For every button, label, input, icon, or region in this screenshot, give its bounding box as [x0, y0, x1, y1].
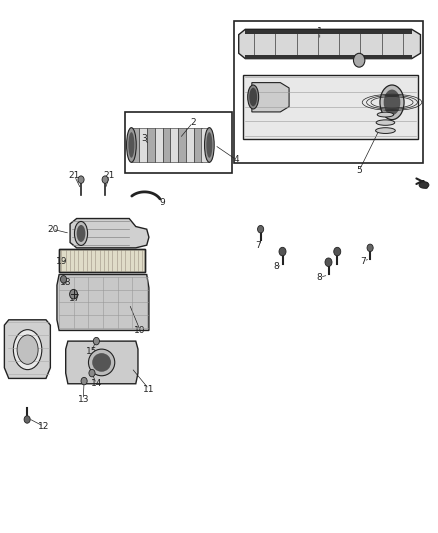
Bar: [59, 249, 145, 272]
Bar: [125, 112, 232, 173]
Circle shape: [258, 225, 264, 233]
Text: 13: 13: [78, 395, 89, 404]
Polygon shape: [239, 29, 420, 59]
Ellipse shape: [248, 85, 258, 109]
Text: 21: 21: [69, 172, 80, 180]
Text: 17: 17: [69, 294, 80, 303]
Text: 10: 10: [134, 326, 146, 335]
Bar: [178, 128, 186, 162]
Ellipse shape: [375, 128, 395, 133]
Text: 6: 6: [422, 182, 428, 191]
Circle shape: [93, 337, 99, 345]
Ellipse shape: [77, 225, 85, 242]
Ellipse shape: [419, 182, 429, 188]
Polygon shape: [70, 219, 149, 248]
Bar: [201, 128, 209, 162]
Polygon shape: [243, 75, 418, 139]
Bar: [131, 128, 139, 162]
Text: 8: 8: [317, 273, 323, 281]
Bar: [139, 128, 147, 162]
Text: 7: 7: [255, 241, 261, 249]
Text: 20: 20: [47, 225, 58, 233]
Circle shape: [353, 53, 365, 67]
Polygon shape: [57, 274, 149, 330]
Ellipse shape: [17, 335, 38, 365]
Text: 11: 11: [143, 385, 155, 393]
Bar: [245, 30, 412, 34]
Bar: [234, 21, 423, 163]
Text: 4: 4: [234, 156, 239, 164]
Bar: [162, 128, 170, 162]
Ellipse shape: [13, 329, 42, 370]
Bar: [194, 128, 201, 162]
Circle shape: [325, 258, 332, 266]
Bar: [186, 128, 194, 162]
Circle shape: [60, 276, 67, 283]
Circle shape: [89, 369, 95, 377]
Text: 9: 9: [159, 198, 165, 207]
Circle shape: [279, 247, 286, 256]
Ellipse shape: [127, 128, 136, 162]
Polygon shape: [252, 83, 289, 112]
Bar: [147, 128, 155, 162]
Ellipse shape: [384, 90, 400, 115]
Polygon shape: [4, 320, 50, 378]
Ellipse shape: [128, 132, 134, 158]
Text: 12: 12: [38, 422, 49, 431]
Text: 21: 21: [104, 172, 115, 180]
Bar: [170, 128, 178, 162]
Circle shape: [70, 289, 78, 299]
Ellipse shape: [376, 120, 395, 125]
Text: 1: 1: [317, 28, 323, 36]
Circle shape: [102, 176, 108, 183]
Bar: [155, 128, 162, 162]
Text: 5: 5: [356, 166, 362, 175]
Text: 2: 2: [190, 118, 195, 127]
Bar: [245, 55, 412, 59]
Ellipse shape: [205, 128, 214, 162]
Circle shape: [367, 244, 373, 252]
Text: 8: 8: [273, 262, 279, 271]
Text: 18: 18: [60, 278, 71, 287]
Circle shape: [334, 247, 341, 256]
Ellipse shape: [377, 112, 394, 117]
Text: 7: 7: [360, 257, 367, 265]
Ellipse shape: [206, 132, 212, 158]
Text: 19: 19: [56, 257, 67, 265]
Ellipse shape: [92, 353, 111, 372]
Polygon shape: [66, 341, 138, 384]
Text: 14: 14: [91, 379, 102, 388]
Text: 16: 16: [29, 337, 41, 345]
Text: 15: 15: [86, 348, 98, 356]
Ellipse shape: [380, 85, 404, 120]
Circle shape: [78, 176, 84, 183]
Circle shape: [81, 377, 87, 385]
Text: 3: 3: [141, 134, 148, 143]
Bar: [59, 249, 145, 272]
Circle shape: [24, 416, 30, 423]
Ellipse shape: [74, 221, 88, 245]
Ellipse shape: [249, 88, 257, 107]
Ellipse shape: [88, 349, 115, 376]
